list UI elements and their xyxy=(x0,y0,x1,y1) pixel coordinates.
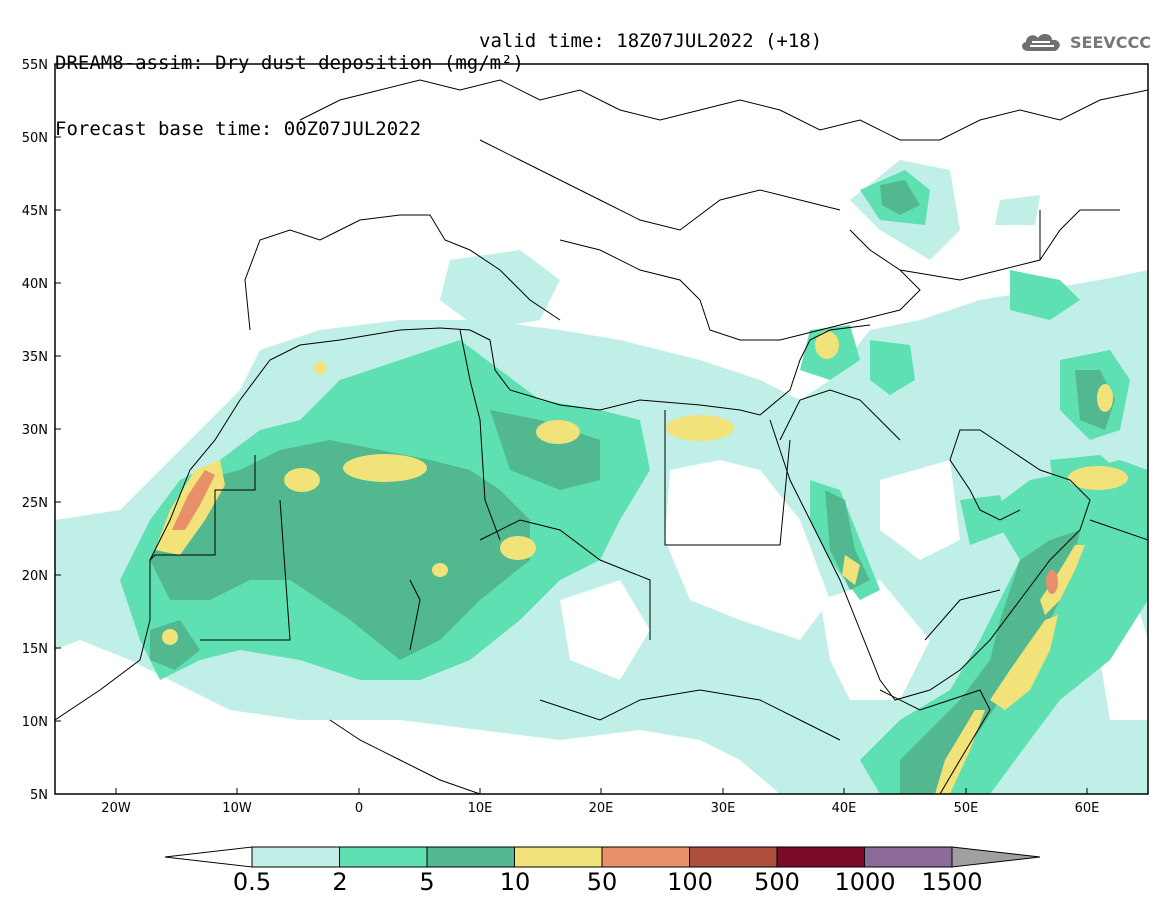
title-line-1: DREAM8-assim: Dry dust deposition (mg/m²… xyxy=(55,52,524,74)
lon-label: 20W xyxy=(101,801,131,816)
colorbar-under-arrow xyxy=(164,846,253,868)
colorbar-labels: 0.5 2 5 10 50 100 500 1000 1500 xyxy=(0,868,1165,898)
colorbar-label: 500 xyxy=(754,868,800,896)
lon-label: 20E xyxy=(589,801,614,816)
map-title: DREAM8-assim: Dry dust deposition (mg/m²… xyxy=(55,8,822,184)
colorbar-label: 1500 xyxy=(921,868,983,896)
lat-label: 10N xyxy=(22,715,48,730)
axis-ticks xyxy=(55,63,1088,794)
deposition-level-10 xyxy=(155,331,1128,794)
colorbar-swatch xyxy=(776,846,865,868)
colorbar-swatch xyxy=(251,846,340,868)
dust-deposition-field xyxy=(55,160,1148,794)
lat-label: 40N xyxy=(22,277,48,292)
coastlines-and-borders xyxy=(55,79,1148,794)
lat-label: 5N xyxy=(30,788,48,803)
longitude-labels: 20W 10W 0 10E 20E 30E 40E 50E 60E xyxy=(101,801,1099,816)
lon-label: 40E xyxy=(832,801,857,816)
colorbar-label: 0.5 xyxy=(232,868,272,896)
colorbar-swatch xyxy=(339,846,428,868)
valid-time-label: valid time: 18Z07JUL2022 (+18) xyxy=(479,30,823,52)
colorbar-swatch xyxy=(689,846,778,868)
seevccc-logo: SEEVCCC xyxy=(1018,28,1151,56)
deposition-level-5 xyxy=(150,180,1115,794)
lon-label: 30E xyxy=(711,801,736,816)
lon-label: 10W xyxy=(222,801,252,816)
colorbar-swatch xyxy=(601,846,690,868)
lon-label: 10E xyxy=(468,801,493,816)
colorbar-swatch xyxy=(426,846,515,868)
lat-label: 15N xyxy=(22,642,48,657)
lat-label: 50N xyxy=(22,131,48,146)
colorbar-label: 10 xyxy=(499,868,531,896)
colorbar-label: 2 xyxy=(332,868,348,896)
colorbar-label: 100 xyxy=(667,868,713,896)
title-line-2: Forecast base time: 00Z07JUL2022 xyxy=(55,118,422,140)
lat-label: 35N xyxy=(22,350,48,365)
latitude-labels: 55N 50N 45N 40N 35N 30N 25N 20N 15N 10N … xyxy=(22,58,48,803)
lat-label: 30N xyxy=(22,423,48,438)
colorbar-swatch xyxy=(864,846,953,868)
lon-label: 60E xyxy=(1075,801,1100,816)
lat-label: 45N xyxy=(22,204,48,219)
lon-label: 50E xyxy=(954,801,979,816)
colorbar-swatch xyxy=(514,846,603,868)
lat-label: 20N xyxy=(22,569,48,584)
colorbar-label: 5 xyxy=(419,868,435,896)
lat-label: 25N xyxy=(22,496,48,511)
deposition-level-50 xyxy=(172,470,1058,594)
cloud-logo-icon xyxy=(1022,34,1060,51)
colorbar xyxy=(164,846,1041,868)
lon-label: 0 xyxy=(355,801,363,816)
colorbar-over-arrow xyxy=(951,846,1041,868)
deposition-gaps xyxy=(370,400,1148,720)
lat-label: 55N xyxy=(22,58,48,73)
colorbar-label: 1000 xyxy=(834,868,896,896)
logo-text: SEEVCCC xyxy=(1070,32,1151,52)
colorbar-label: 50 xyxy=(586,868,618,896)
